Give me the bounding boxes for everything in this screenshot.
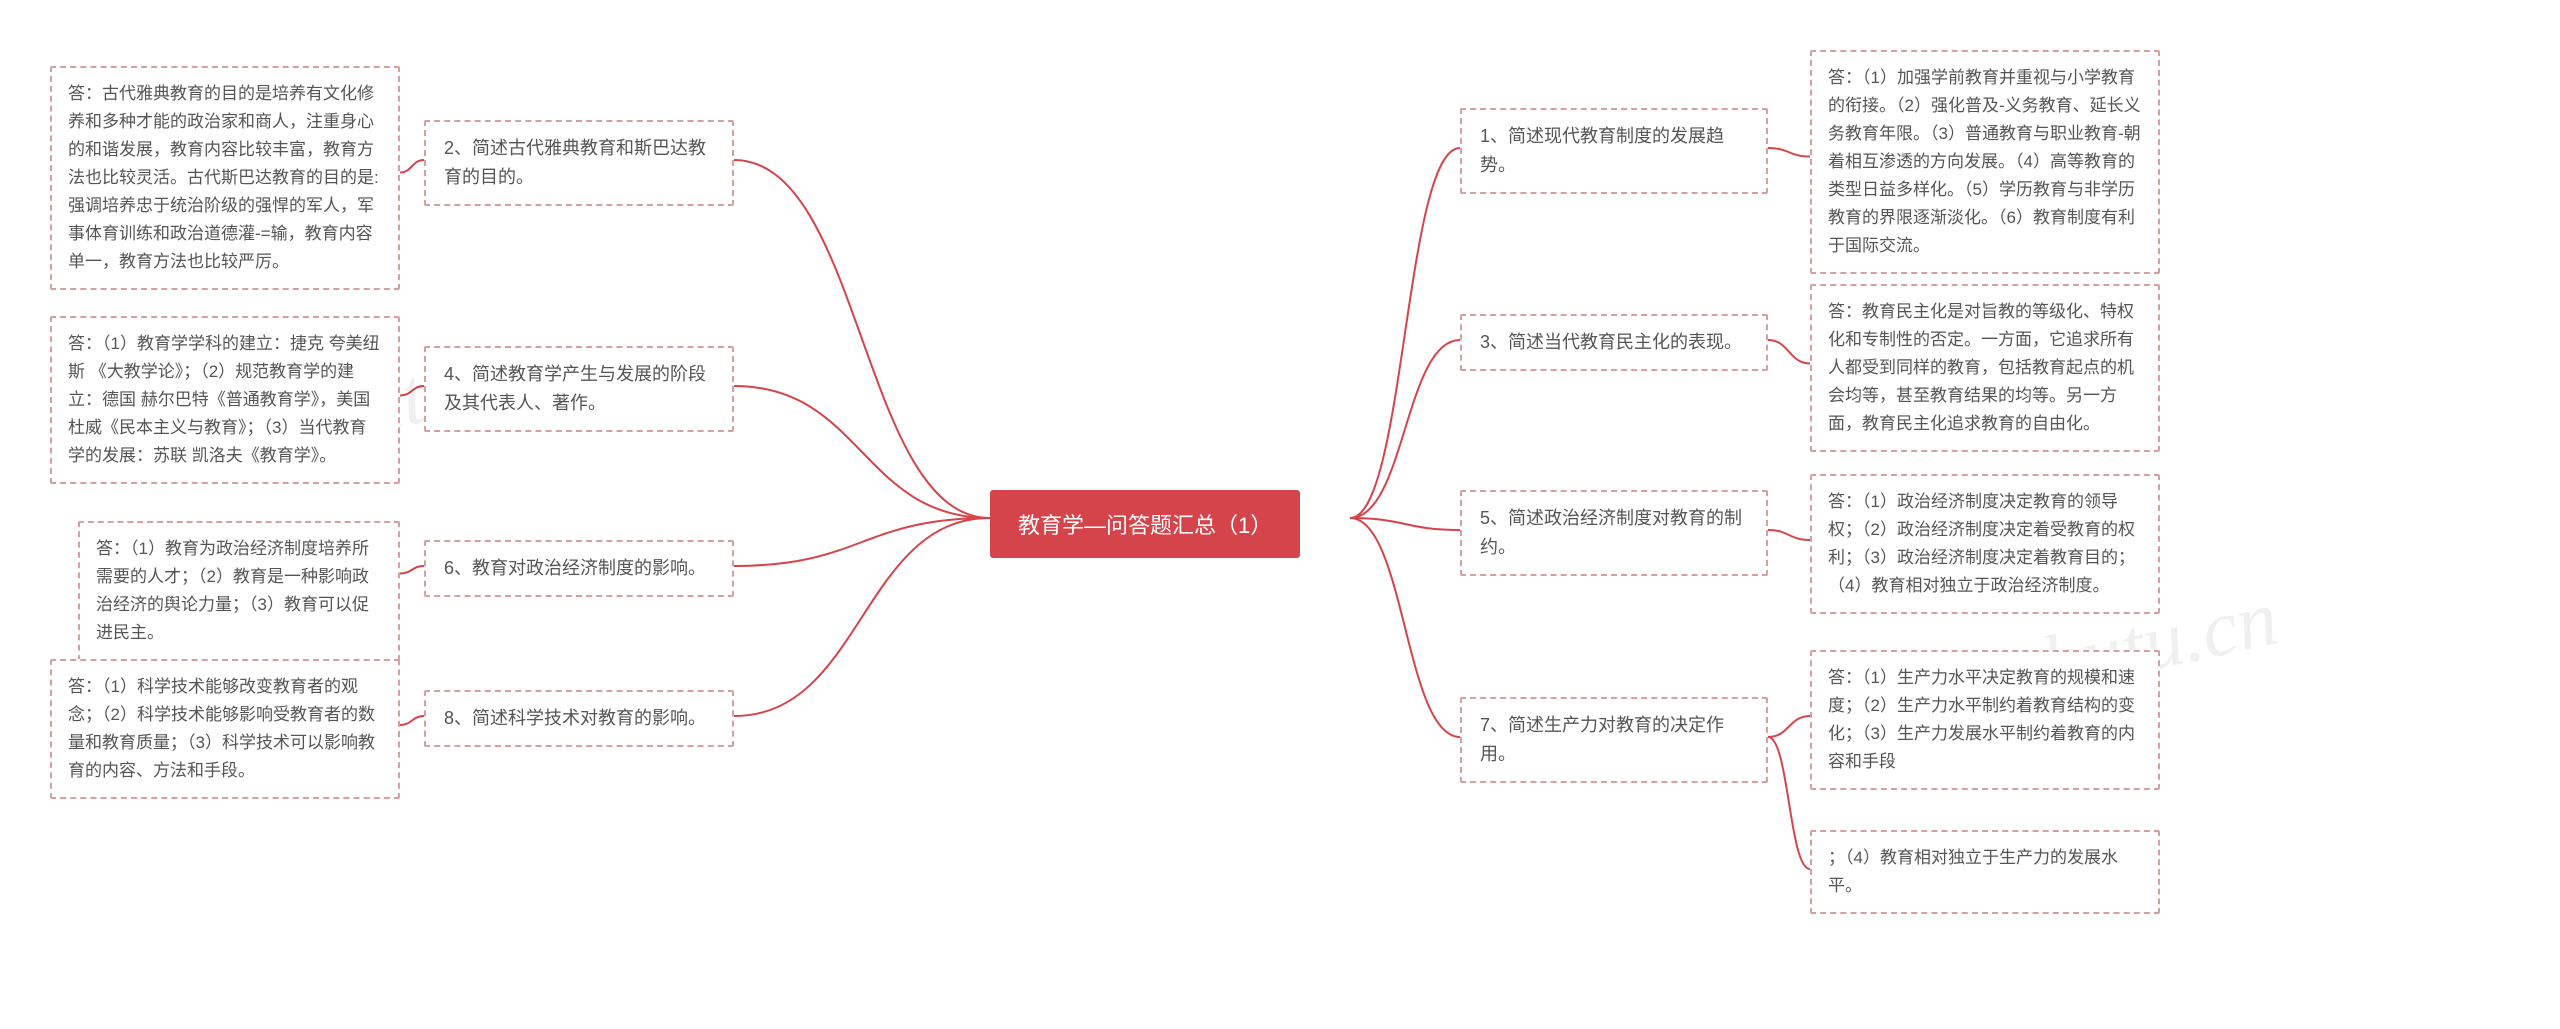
leaf-node-r1-0: 答：（1）加强学前教育并重视与小学教育的衔接。（2）强化普及-义务教育、延长义务… <box>1810 50 2160 274</box>
branch-node-l2: 4、简述教育学产生与发展的阶段及其代表人、著作。 <box>424 346 734 432</box>
branch-node-r4: 7、简述生产力对教育的决定作用。 <box>1460 697 1768 783</box>
leaf-node-r4-0: 答：（1）生产力水平决定教育的规模和速度；（2）生产力水平制约着教育结构的变化；… <box>1810 650 2160 790</box>
leaf-node-r4-1: ；（4）教育相对独立于生产力的发展水平。 <box>1810 830 2160 914</box>
branch-node-r1: 1、简述现代教育制度的发展趋势。 <box>1460 108 1768 194</box>
leaf-node-l1-0: 答：古代雅典教育的目的是培养有文化修养和多种才能的政治家和商人，注重身心的和谐发… <box>50 66 400 290</box>
leaf-node-l4-0: 答：（1）科学技术能够改变教育者的观念；（2）科学技术能够影响受教育者的数量和教… <box>50 659 400 799</box>
center-node: 教育学—问答题汇总（1） <box>990 490 1300 558</box>
branch-node-r2: 3、简述当代教育民主化的表现。 <box>1460 314 1768 371</box>
leaf-node-l3-0: 答：（1）教育为政治经济制度培养所需要的人才；（2）教育是一种影响政治经济的舆论… <box>78 521 400 661</box>
leaf-node-r3-0: 答：（1）政治经济制度决定教育的领导权；（2）政治经济制度决定着受教育的权利；（… <box>1810 474 2160 614</box>
branch-node-l4: 8、简述科学技术对教育的影响。 <box>424 690 734 747</box>
branch-node-l3: 6、教育对政治经济制度的影响。 <box>424 540 734 597</box>
leaf-node-r2-0: 答：教育民主化是对旨教的等级化、特权化和专制性的否定。一方面，它追求所有人都受到… <box>1810 284 2160 452</box>
branch-node-r3: 5、简述政治经济制度对教育的制约。 <box>1460 490 1768 576</box>
branch-node-l1: 2、简述古代雅典教育和斯巴达教育的目的。 <box>424 120 734 206</box>
leaf-node-l2-0: 答：（1）教育学学科的建立：捷克 夸美纽斯 《大教学论》；（2）规范教育学的建立… <box>50 316 400 484</box>
